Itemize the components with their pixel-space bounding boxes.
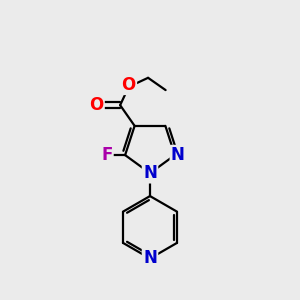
Text: N: N bbox=[143, 164, 157, 182]
Text: O: O bbox=[122, 76, 136, 94]
Text: N: N bbox=[143, 250, 157, 268]
Text: F: F bbox=[101, 146, 112, 164]
Text: N: N bbox=[171, 146, 185, 164]
Text: O: O bbox=[89, 96, 103, 114]
